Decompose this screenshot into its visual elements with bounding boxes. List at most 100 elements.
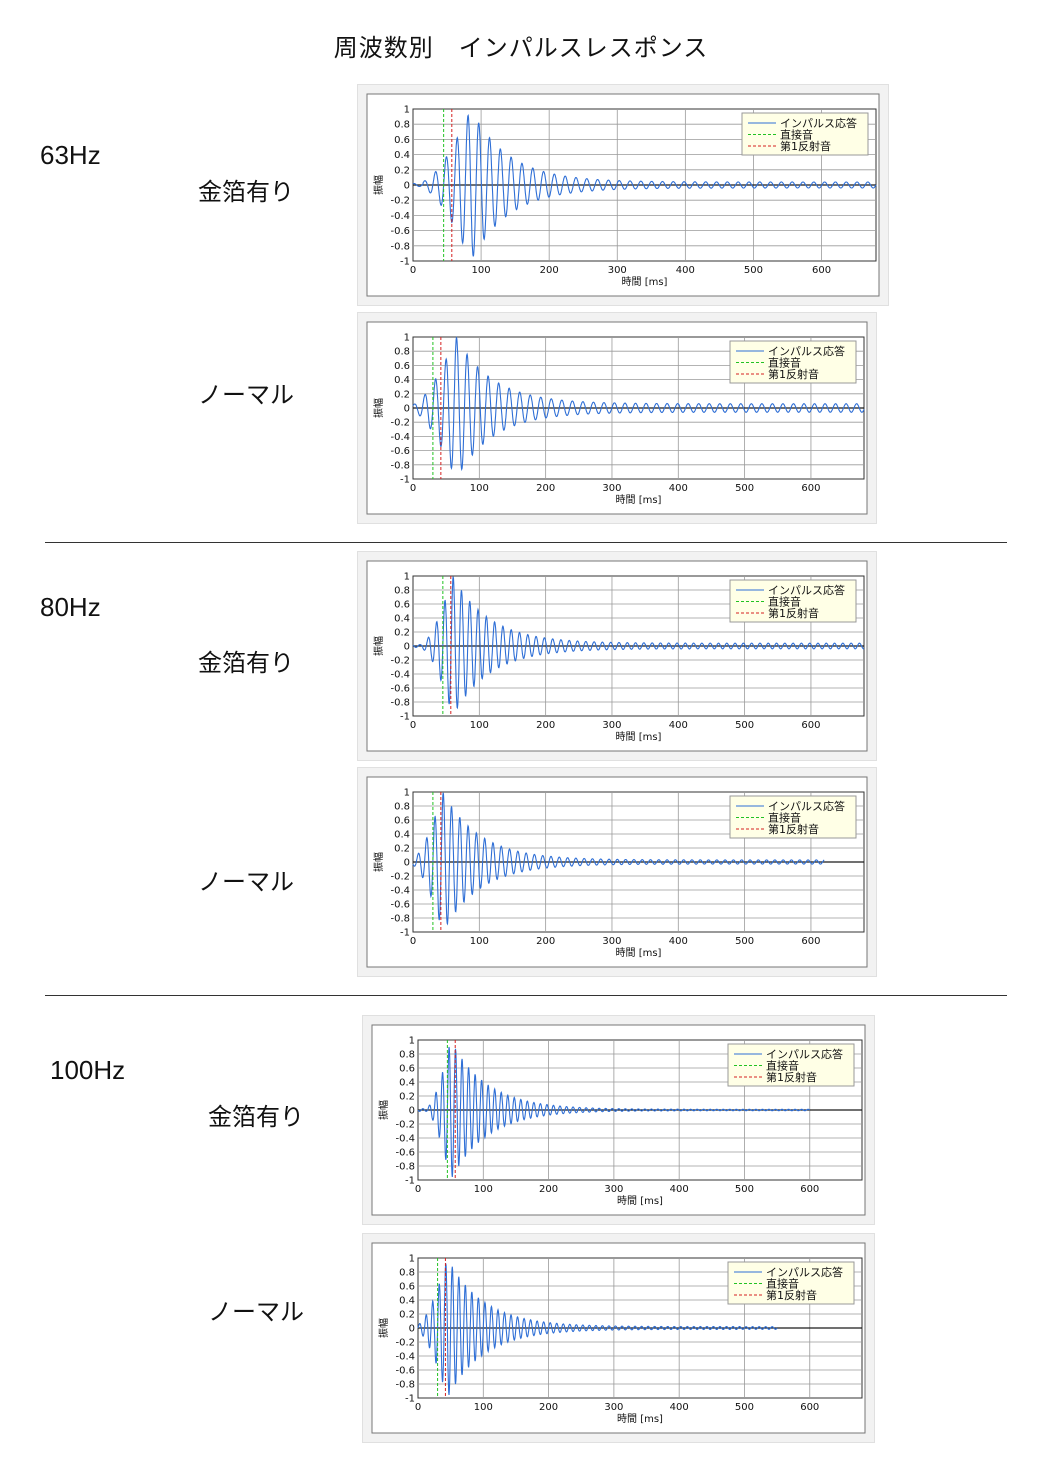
y-tick-label: -0.8 — [390, 241, 410, 252]
legend-entry: インパルス応答 — [766, 1047, 843, 1061]
legend-entry: 第1反射音 — [766, 1288, 817, 1302]
y-tick-label: 0.8 — [399, 1050, 415, 1061]
y-tick-label: -0.8 — [390, 460, 410, 471]
y-tick-label: 1 — [404, 572, 410, 583]
x-tick-label: 0 — [410, 936, 416, 947]
y-tick-label: 0.2 — [394, 628, 410, 639]
legend-entry: 第1反射音 — [780, 139, 831, 153]
x-tick-label: 0 — [410, 483, 416, 494]
y-tick-label: -0.4 — [390, 886, 410, 897]
x-tick-label: 600 — [801, 720, 820, 731]
x-tick-label: 300 — [604, 1402, 623, 1413]
y-tick-label: 0.4 — [394, 614, 410, 625]
y-tick-label: -0.8 — [390, 698, 410, 709]
x-tick-label: 200 — [540, 265, 559, 276]
y-tick-label: 0.6 — [394, 600, 410, 611]
y-axis-label: 振幅 — [372, 398, 385, 418]
y-tick-label: 0.6 — [394, 361, 410, 372]
frequency-label-100hz: 100Hz — [50, 1055, 126, 1085]
y-tick-label: -1 — [400, 475, 410, 486]
x-tick-label: 300 — [602, 720, 621, 731]
section-divider — [45, 542, 1007, 543]
impulse-response-line — [412, 792, 825, 926]
y-tick-label: 1 — [409, 1036, 415, 1047]
y-tick-label: -0.4 — [390, 432, 410, 443]
y-tick-label: -0.8 — [390, 914, 410, 925]
chart-panel-80hz-gold-foil: 0 100 200 300 400 500 600 1 0.8 0.6 0.4 0.2 0 -0.2 -0.… — [357, 551, 877, 761]
y-tick-label: 1 — [404, 788, 410, 799]
y-tick-label: 0.6 — [394, 135, 410, 146]
legend-entry: 第1反射音 — [768, 606, 819, 620]
y-tick-label: -1 — [405, 1394, 415, 1405]
condition-label-gold-foil-100hz: 金箔有り — [208, 1103, 304, 1131]
chart-panel-80hz-normal: 0 100 200 300 400 500 600 1 0.8 0.6 0.4 0.2 0 -0.2 -0.… — [357, 767, 877, 977]
legend-entry: 直接音 — [766, 1277, 799, 1291]
x-axis-label: 時間 [ms] — [617, 1195, 663, 1207]
x-tick-label: 100 — [470, 720, 489, 731]
x-tick-label: 0 — [415, 1402, 421, 1413]
legend-entry: インパルス応答 — [780, 116, 857, 130]
y-tick-label: 0 — [404, 858, 410, 869]
impulse-response-chart: 0 100 200 300 400 500 600 1 0.8 0.6 0.4 0.2 0 -0.2 -0.… — [366, 776, 868, 968]
frequency-label-63hz: 63Hz — [40, 140, 101, 170]
legend-entry: 直接音 — [768, 356, 801, 370]
y-tick-label: -0.2 — [390, 418, 410, 429]
x-tick-label: 0 — [415, 1184, 421, 1195]
page-title: 周波数別 インパルスレスポンス — [333, 34, 709, 62]
x-tick-label: 300 — [608, 265, 627, 276]
y-axis-label: 振幅 — [377, 1100, 390, 1120]
x-tick-label: 0 — [410, 265, 416, 276]
x-tick-label: 600 — [801, 483, 820, 494]
y-tick-label: -0.2 — [395, 1338, 415, 1349]
x-axis-label: 時間 [ms] — [622, 276, 668, 288]
x-tick-label: 500 — [735, 720, 754, 731]
y-tick-label: 1 — [404, 105, 410, 116]
x-axis-label: 時間 [ms] — [617, 1413, 663, 1425]
x-tick-label: 500 — [735, 1184, 754, 1195]
legend-entry: 第1反射音 — [768, 367, 819, 381]
chart-panel-100hz-normal: 0 100 200 300 400 500 600 1 0.8 0.6 0.4 0.2 0 -0.2 -0.… — [362, 1233, 875, 1443]
y-tick-label: -0.2 — [395, 1120, 415, 1131]
legend-entry: インパルス応答 — [768, 583, 845, 597]
y-tick-label: 0 — [404, 642, 410, 653]
impulse-response-chart: 0 100 200 300 400 500 600 1 0.8 0.6 0.4 0.2 0 -0.2 -0.… — [366, 560, 868, 752]
legend-entry: 直接音 — [766, 1059, 799, 1073]
y-tick-label: 0.4 — [394, 830, 410, 841]
legend-entry: インパルス応答 — [768, 799, 845, 813]
x-tick-label: 500 — [735, 1402, 754, 1413]
x-tick-label: 200 — [539, 1402, 558, 1413]
y-tick-label: -0.6 — [390, 226, 410, 237]
legend-entry: 直接音 — [780, 128, 813, 142]
y-tick-label: 0.4 — [394, 150, 410, 161]
y-tick-label: 0.4 — [399, 1296, 415, 1307]
y-tick-label: 0.4 — [394, 375, 410, 386]
y-tick-label: 1 — [409, 1254, 415, 1265]
x-tick-label: 600 — [812, 265, 831, 276]
y-tick-label: -0.8 — [395, 1380, 415, 1391]
y-tick-label: 0.6 — [394, 816, 410, 827]
x-tick-label: 200 — [536, 720, 555, 731]
x-tick-label: 600 — [800, 1184, 819, 1195]
x-tick-label: 100 — [474, 1184, 493, 1195]
legend-entry: 第1反射音 — [768, 822, 819, 836]
impulse-response-line — [412, 113, 877, 257]
chart-panel-63hz-gold-foil: 0 100 200 300 400 500 600 1 0.8 0.6 0.4 0.2 0 -0.2 -0.… — [357, 84, 889, 306]
x-tick-label: 400 — [676, 265, 695, 276]
x-axis-label: 時間 [ms] — [616, 947, 662, 959]
impulse-response-chart: 0 100 200 300 400 500 600 1 0.8 0.6 0.4 0.2 0 -0.2 -0.… — [371, 1024, 866, 1216]
x-tick-label: 0 — [410, 720, 416, 731]
condition-label-normal-63hz: ノーマル — [198, 381, 294, 409]
y-tick-label: -0.4 — [395, 1352, 415, 1363]
y-tick-label: 0.8 — [394, 586, 410, 597]
x-axis-label: 時間 [ms] — [616, 731, 662, 743]
impulse-response-chart: 0 100 200 300 400 500 600 1 0.8 0.6 0.4 0.2 0 -0.2 -0.… — [371, 1242, 866, 1434]
y-tick-label: 0.2 — [394, 844, 410, 855]
y-tick-label: 1 — [404, 333, 410, 344]
chart-panel-100hz-gold-foil: 0 100 200 300 400 500 600 1 0.8 0.6 0.4 0.2 0 -0.2 -0.… — [362, 1015, 875, 1225]
x-tick-label: 100 — [474, 1402, 493, 1413]
y-tick-label: 0.8 — [394, 347, 410, 358]
y-tick-label: -1 — [400, 712, 410, 723]
x-tick-label: 400 — [670, 1402, 689, 1413]
